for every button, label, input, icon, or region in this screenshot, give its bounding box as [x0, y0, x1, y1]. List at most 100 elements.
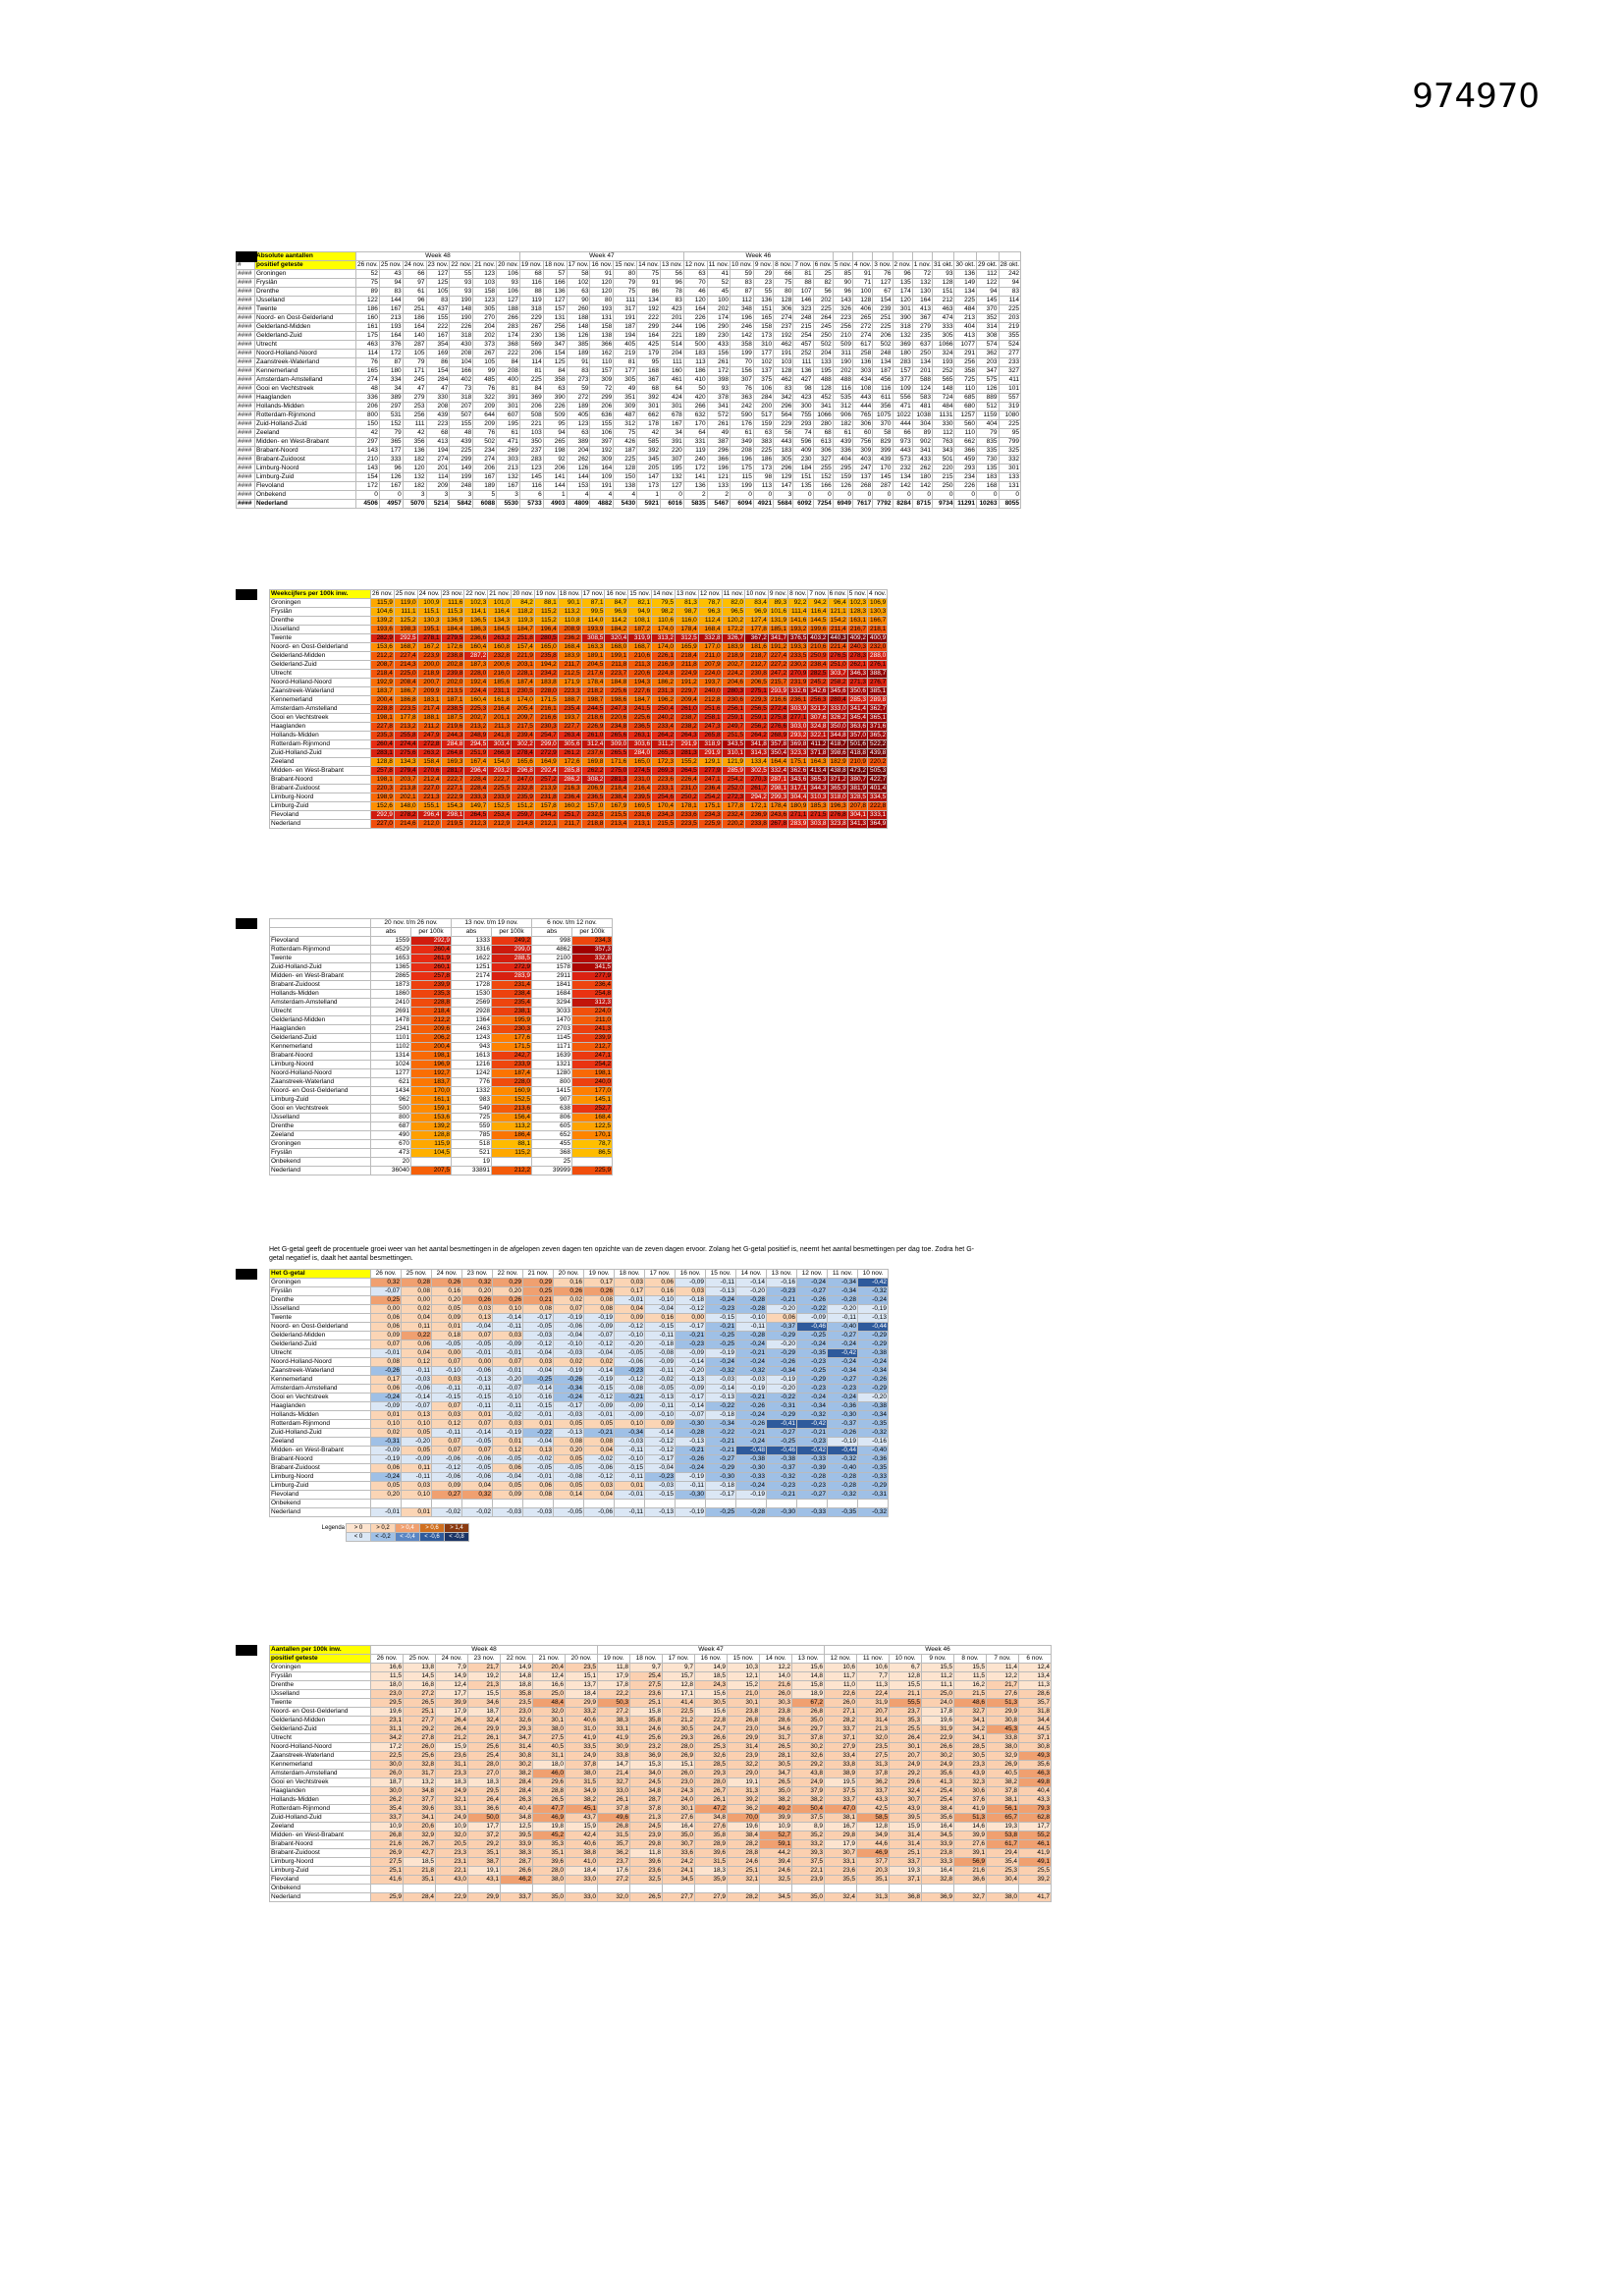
- table-cell: -0,12: [644, 1446, 676, 1455]
- table-cell: 280,4: [827, 695, 848, 705]
- table-row: Noord- en Oost-Gelderland 19,6 25,1 17,9 18,…: [269, 1707, 1052, 1717]
- table-cell: 70: [730, 357, 754, 367]
- table-cell: 289,8: [867, 695, 889, 705]
- table-cell: 38,4: [727, 1831, 760, 1840]
- table-cell: 231,3: [651, 686, 676, 696]
- table-cell: 33,6: [662, 1848, 695, 1858]
- table-cell: 292,4: [533, 766, 559, 776]
- table-cell: 205: [636, 464, 661, 473]
- table-cell: 10263: [976, 499, 1000, 509]
- table-row: Zeeland 490 128,8 785 186,4 652 170,1: [269, 1130, 613, 1140]
- table-cell: 333: [378, 455, 404, 465]
- table-cell: 366: [589, 340, 615, 350]
- table-cell: 115: [730, 472, 754, 482]
- table-cell: 301: [659, 402, 684, 411]
- table-cell: 345,4: [846, 713, 869, 723]
- table-cell: -0,24: [735, 1339, 767, 1349]
- table-cell: 0,08: [401, 1286, 432, 1296]
- table-cell: -0,01: [461, 1348, 493, 1358]
- table-cell: 212,2: [410, 1015, 452, 1025]
- table-cell: 30,9: [597, 1742, 630, 1752]
- table-cell: 35,1: [856, 1875, 890, 1885]
- table-cell: 279: [402, 393, 427, 403]
- table-cell: 286,2: [557, 775, 582, 785]
- table-cell: 84: [542, 366, 568, 376]
- table-cell: -0,08: [614, 1384, 645, 1394]
- table-cell: -0,20: [492, 1375, 523, 1385]
- table-cell: 0,01: [492, 1437, 523, 1447]
- table-cell: 184,7: [627, 695, 653, 705]
- table-cell: 22,5: [370, 1751, 404, 1761]
- table-cell: 88: [518, 287, 544, 297]
- table-cell: 1364: [451, 1015, 492, 1025]
- table-cell: 318: [892, 322, 913, 332]
- table-cell: 210: [355, 455, 380, 465]
- table-cell: 365,1: [867, 713, 889, 723]
- table-cell: -0,05: [614, 1348, 645, 1358]
- table-cell: 238,2: [674, 722, 699, 732]
- table-cell: 32,5: [629, 1875, 663, 1885]
- table-cell: 31,5: [597, 1831, 630, 1840]
- table-cell: 278,1: [416, 633, 442, 643]
- table-cell: 299,3: [767, 793, 789, 802]
- table-cell: 0,11: [401, 1463, 432, 1473]
- table-cell: 617: [852, 340, 874, 350]
- table-cell: 36,2: [727, 1804, 760, 1814]
- table-cell: 216,4: [487, 704, 513, 714]
- table-cell: Onbekend: [269, 1157, 371, 1167]
- table-cell: 27,7: [403, 1716, 436, 1725]
- table-cell: -0,15: [644, 1322, 676, 1332]
- table-cell: -0,32: [796, 1410, 828, 1420]
- table-cell: 235,3: [410, 989, 452, 999]
- table-cell: 249,7: [721, 722, 746, 732]
- table-cell: 216,9: [651, 660, 676, 670]
- table-cell: 1145: [531, 1033, 572, 1043]
- table-cell: 26,6: [921, 1742, 954, 1752]
- table-cell: 171,6: [604, 757, 629, 767]
- table-cell: -0,12: [614, 1322, 645, 1332]
- table-cell: 266: [496, 313, 520, 323]
- table-cell: 170,0: [410, 1086, 452, 1096]
- table-cell: 144: [566, 472, 591, 482]
- table-cell: 29,6: [889, 1777, 922, 1787]
- date-header: 14 nov.: [636, 260, 661, 270]
- table-cell: 233,8: [744, 819, 769, 829]
- table-cell: 6949: [832, 499, 854, 509]
- table-cell: 434: [852, 375, 874, 385]
- table-cell: 245: [402, 375, 427, 385]
- table-cell: 111: [613, 296, 638, 305]
- table-cell: 14,7: [597, 1760, 630, 1770]
- table-cell: Limburg-Zuid: [269, 1481, 371, 1491]
- table-row: Flevoland 292,9 278,2 296,4 298,1 264,5 253,4 2…: [269, 810, 889, 820]
- table-cell: 308,5: [580, 633, 606, 643]
- table-cell: 390: [542, 393, 568, 403]
- table-cell: IJsselland: [269, 1689, 371, 1699]
- table-cell: 473: [370, 1148, 411, 1158]
- table-cell: -0,18: [705, 1410, 736, 1420]
- table-cell: Limburg-Noord: [269, 1857, 371, 1867]
- table-cell: 48: [449, 428, 474, 438]
- table-header-row: positief geteste 26 nov. 25 nov. 24 nov. 23 …: [269, 1654, 1052, 1664]
- table-cell: 14,9: [694, 1663, 728, 1672]
- table-cell: 272: [566, 393, 591, 403]
- table-cell: 401,4: [867, 784, 889, 793]
- table-cell: 409,2: [846, 633, 869, 643]
- table-cell: 204: [566, 446, 591, 456]
- table-cell: 1280: [531, 1068, 572, 1078]
- table-cell: 262: [566, 455, 591, 465]
- table-cell: 160: [355, 313, 380, 323]
- date-header: 9 nov.: [752, 260, 775, 270]
- table-row: #### Hollands-Midden 206 297 253 208 207 209 301…: [236, 402, 1022, 411]
- table-cell: 18,0: [532, 1760, 566, 1770]
- week-header: Week 46: [824, 1645, 1052, 1655]
- table-cell: 29,2: [889, 1769, 922, 1778]
- table-cell: [796, 1499, 828, 1508]
- table-cell: 38,9: [824, 1769, 857, 1778]
- date-header: 8 nov.: [787, 589, 809, 599]
- table-cell: 5921: [636, 499, 661, 509]
- table-cell: -0,13: [675, 1375, 706, 1385]
- table-cell: 39,6: [629, 1857, 663, 1867]
- table-cell: Noord- en Oost-Gelderland: [269, 1322, 371, 1332]
- table-cell: 236,5: [580, 793, 606, 802]
- table-cell: -0,09: [675, 1278, 706, 1287]
